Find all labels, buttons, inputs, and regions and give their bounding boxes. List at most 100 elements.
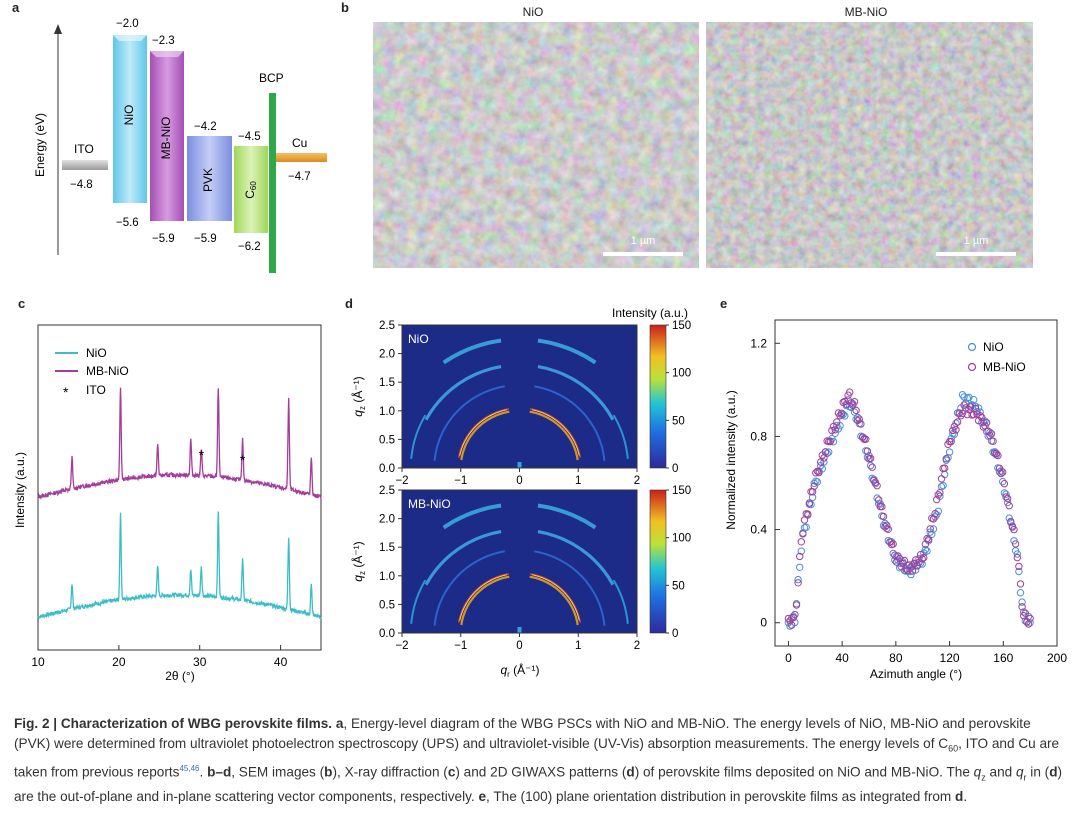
azimuth-point-nio — [794, 575, 802, 584]
azimuth-point-mb-nio — [1010, 525, 1018, 534]
azimuth-point-mb-nio — [870, 476, 878, 485]
azimuth-point-mb-nio — [934, 491, 943, 499]
azimuth-point-mb-nio — [796, 552, 804, 561]
scale-bar-nio — [603, 252, 683, 256]
azimuth-xlabel: Azimuth angle (°) — [870, 667, 962, 681]
scale-label-mb-nio: 1 µm — [964, 235, 989, 247]
colorbar — [649, 324, 667, 469]
scale-bar-mb-nio — [936, 252, 1016, 256]
giwaxs-ytick-label: 0.5 — [379, 599, 395, 611]
azimuth-point-nio — [958, 391, 967, 399]
sem-title-nio: NiO — [522, 5, 544, 19]
ito-peak-marker-1: * — [199, 447, 205, 463]
azimuth-point-mb-nio — [794, 579, 802, 587]
scattering-ring — [457, 573, 509, 623]
azimuth-point-mb-nio — [952, 426, 960, 434]
azimuth-point-nio — [825, 448, 833, 456]
giwaxs-xtick-label: 2 — [634, 640, 640, 652]
azimuth-point-mb-nio — [792, 601, 801, 609]
azimuth-point-nio — [796, 563, 804, 571]
azimuth-point-nio — [928, 530, 936, 539]
scattering-ring — [459, 574, 507, 621]
azimuth-point-mb-nio — [937, 475, 946, 483]
scattering-ring — [529, 575, 579, 626]
sem-title-mb-nio: MB-NiO — [844, 5, 888, 19]
azimuth-point-mb-nio — [871, 478, 880, 487]
azimuth-point-nio — [999, 477, 1007, 486]
giwaxs-ytick-label: 0.5 — [379, 434, 395, 446]
azimuth-point-mb-nio — [863, 447, 872, 455]
colorbar — [649, 489, 667, 634]
legend-marker-nio — [967, 342, 977, 352]
azimuth-point-mb-nio — [900, 556, 909, 565]
azimuth-point-mb-nio — [1000, 480, 1009, 488]
azimuth-ylabel: Normalized intensity (a.u.) — [724, 390, 738, 529]
azimuth-point-mb-nio — [997, 469, 1005, 478]
azimuth-point-mb-nio — [924, 535, 933, 544]
energy-axis-label: Energy (eV) — [33, 113, 47, 177]
azimuth-point-nio — [807, 500, 815, 509]
azimuth-point-mb-nio — [931, 509, 939, 518]
legend-label-mb-nio-e: MB-NiO — [983, 360, 1026, 374]
azimuth-point-mb-nio — [849, 401, 857, 409]
scattering-ring — [410, 414, 427, 459]
xrd-frame — [37, 324, 322, 651]
azimuth-point-nio — [923, 547, 931, 555]
azimuth-point-mb-nio — [831, 426, 839, 434]
azimuth-xtick-label: 160 — [993, 651, 1013, 665]
azimuth-point-mb-nio — [852, 406, 860, 415]
azimuth-point-mb-nio — [976, 412, 984, 420]
bcp-layer — [269, 93, 276, 273]
xrd-xtick-label: 20 — [112, 655, 126, 669]
scattering-ring — [433, 385, 505, 461]
scattering-ring — [410, 579, 427, 624]
azimuth-point-nio — [881, 519, 889, 528]
azimuth-point-mb-nio — [878, 502, 886, 511]
panel-label-d: d — [345, 296, 353, 311]
mb-nio-top-value: −2.3 — [152, 35, 175, 47]
azimuth-point-mb-nio — [1026, 614, 1034, 623]
azimuth-point-nio — [1000, 489, 1009, 497]
azimuth-point-mb-nio — [812, 469, 820, 477]
azimuth-point-mb-nio — [926, 525, 934, 533]
xrd-series-mb-nio — [37, 387, 322, 500]
azimuth-point-mb-nio — [929, 515, 938, 523]
scattering-ring — [534, 550, 606, 626]
azimuth-point-mb-nio — [821, 448, 830, 456]
specular-spot — [517, 627, 522, 633]
azimuth-xtick-label: 40 — [835, 651, 849, 665]
scattering-ring — [530, 573, 582, 623]
giwaxs-panel-label: NiO — [408, 332, 429, 346]
azimuth-point-mb-nio — [826, 437, 835, 446]
xrd-xtick-label: 10 — [31, 655, 45, 669]
c60-label: C60 — [243, 181, 258, 199]
azimuth-point-nio — [1005, 514, 1013, 522]
legend-label-mb-nio: MB-NiO — [86, 364, 129, 378]
panel-label-b: b — [341, 0, 349, 15]
azimuth-point-mb-nio — [942, 455, 951, 463]
giwaxs-ytick-label: 1.5 — [379, 542, 395, 554]
azimuth-point-mb-nio — [855, 415, 864, 423]
azimuth-point-mb-nio — [913, 562, 922, 570]
azimuth-point-mb-nio — [868, 463, 876, 471]
azimuth-point-mb-nio — [936, 489, 944, 497]
giwaxs-chart: Intensity (a.u.) NiO0.00.51.01.52.02.5−2… — [350, 306, 691, 679]
colorbar-tick-label: 0 — [672, 628, 678, 640]
azimuth-point-mb-nio — [846, 388, 854, 396]
scattering-ring — [529, 410, 579, 461]
scattering-ring — [459, 409, 507, 456]
azimuth-point-nio — [986, 428, 994, 437]
azimuth-point-mb-nio — [873, 482, 881, 490]
azimuth-ytick-label: 1.2 — [750, 336, 767, 350]
energy-axis-arrow — [54, 24, 62, 34]
bcp-label: BCP — [259, 71, 284, 85]
caption-refs[interactable]: 45,46 — [179, 763, 200, 773]
azimuth-point-mb-nio — [828, 426, 836, 435]
azimuth-point-nio — [839, 410, 847, 419]
energy-level-diagram: Energy (eV) ITO −4.8 NiO −2.0 −5.6 MB-Ni… — [33, 18, 327, 273]
colorbar-tick-label: 150 — [672, 485, 691, 497]
azimuth-point-mb-nio — [813, 467, 822, 476]
azimuth-point-mb-nio — [978, 413, 986, 422]
azimuth-point-nio — [921, 545, 930, 554]
pvk-bottom-value: −5.9 — [194, 233, 217, 245]
